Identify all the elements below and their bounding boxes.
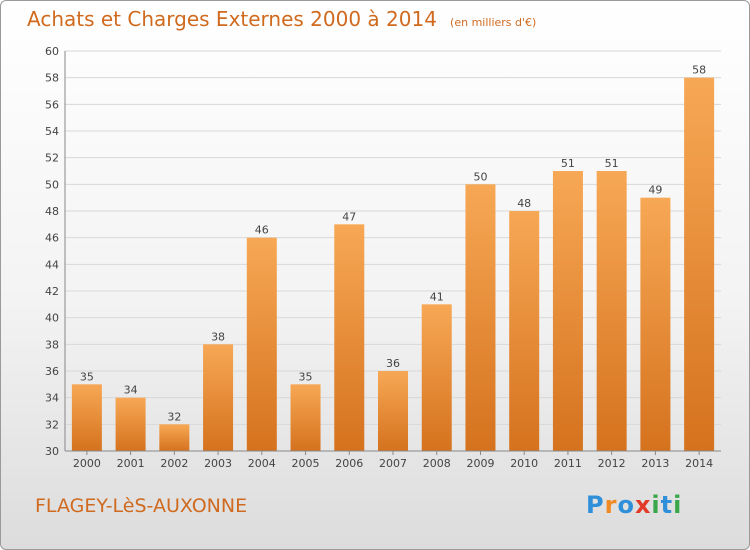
data-label-2002: 32 [167, 410, 181, 423]
bar-2014 [684, 77, 715, 452]
x-tick-label-2013: 2013 [641, 457, 669, 470]
y-tick-label: 40 [45, 312, 59, 325]
x-tick-label-2000: 2000 [73, 457, 101, 470]
data-label-2011: 51 [561, 157, 575, 170]
data-label-2010: 48 [517, 197, 531, 210]
logo-letter: i [651, 491, 661, 519]
bar-2013 [640, 197, 671, 451]
proxiti-logo: Proxiti [586, 491, 682, 519]
bar-2004 [246, 237, 277, 451]
y-tick-label: 36 [45, 365, 59, 378]
logo-letter: P [586, 491, 605, 519]
title-row: Achats et Charges Externes 2000 à 2014 (… [27, 7, 536, 31]
data-label-2007: 36 [386, 357, 400, 370]
y-tick-label: 54 [45, 125, 59, 138]
data-label-2001: 34 [124, 384, 138, 397]
data-label-2006: 47 [342, 210, 356, 223]
y-tick-label: 34 [45, 392, 59, 405]
chart-subtitle: (en milliers d'€) [450, 16, 537, 29]
bar-2002 [159, 424, 190, 451]
x-tick-label-2005: 2005 [292, 457, 320, 470]
x-tick-label-2014: 2014 [685, 457, 713, 470]
bar-2009 [465, 184, 496, 452]
logo-letter: o [617, 491, 635, 519]
x-tick-label-2012: 2012 [598, 457, 626, 470]
bar-2005 [290, 384, 321, 451]
x-tick-label-2008: 2008 [423, 457, 451, 470]
x-tick-label-2006: 2006 [335, 457, 363, 470]
bar-2000 [71, 384, 102, 451]
y-tick-label: 56 [45, 98, 59, 111]
bar-2011 [552, 171, 583, 451]
data-label-2003: 38 [211, 330, 225, 343]
location-name: FLAGEY-LèS-AUXONNE [35, 495, 248, 517]
y-tick-label: 50 [45, 178, 59, 191]
y-tick-label: 38 [45, 338, 59, 351]
x-tick-label-2002: 2002 [160, 457, 188, 470]
bar-2012 [596, 171, 627, 451]
y-tick-label: 52 [45, 152, 59, 165]
x-tick-label-2011: 2011 [554, 457, 582, 470]
data-label-2014: 58 [692, 64, 706, 77]
y-tick-label: 60 [45, 45, 59, 58]
y-tick-label: 32 [45, 418, 59, 431]
data-label-2005: 35 [299, 370, 313, 383]
logo-letter: i [673, 491, 683, 519]
logo-letter: t [660, 491, 674, 519]
data-label-2000: 35 [80, 370, 94, 383]
data-label-2009: 50 [473, 170, 487, 183]
bar-2006 [334, 224, 365, 451]
x-tick-label-2007: 2007 [379, 457, 407, 470]
y-tick-label: 48 [45, 205, 59, 218]
y-tick-label: 44 [45, 258, 59, 271]
data-label-2012: 51 [605, 157, 619, 170]
logo-letter: r [604, 491, 618, 519]
bar-2003 [203, 344, 234, 451]
y-tick-label: 58 [45, 72, 59, 85]
data-label-2013: 49 [648, 184, 662, 197]
x-tick-label-2010: 2010 [510, 457, 538, 470]
x-tick-label-2004: 2004 [248, 457, 276, 470]
y-tick-label: 46 [45, 232, 59, 245]
y-tick-label: 42 [45, 285, 59, 298]
x-tick-label-2009: 2009 [466, 457, 494, 470]
y-tick-label: 30 [45, 445, 59, 458]
x-tick-label-2001: 2001 [117, 457, 145, 470]
data-label-2008: 41 [430, 290, 444, 303]
logo-letter: x [634, 491, 652, 519]
bar-2001 [115, 397, 146, 451]
x-tick-label-2003: 2003 [204, 457, 232, 470]
bar-2007 [378, 371, 408, 451]
data-label-2004: 46 [255, 224, 269, 237]
bar-2008 [421, 304, 452, 451]
bar-2010 [509, 211, 540, 451]
chart-title: Achats et Charges Externes 2000 à 2014 [27, 7, 437, 31]
